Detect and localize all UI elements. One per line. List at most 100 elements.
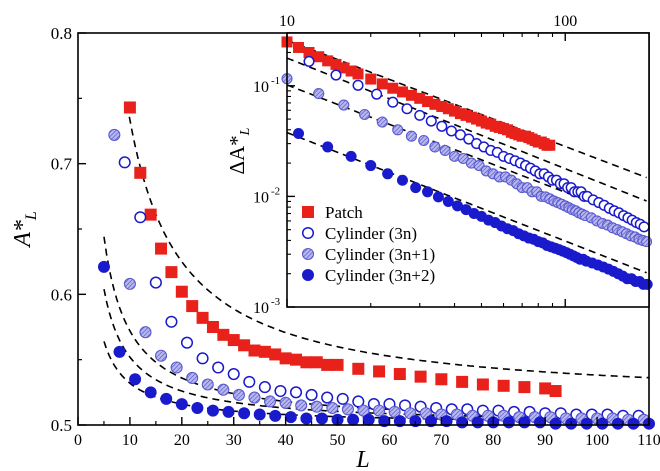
main-point-patch	[321, 358, 334, 371]
inset-point-patch	[313, 51, 325, 63]
main-point-cyl3n2	[129, 373, 142, 386]
inset-point-cyl3n2	[442, 195, 454, 207]
inset-point-cyl3n2	[432, 191, 444, 203]
main-point-cyl3n1	[232, 388, 245, 401]
main-point-cyl3n1	[108, 128, 121, 141]
main-x-tick-label: 60	[381, 432, 397, 449]
main-point-cyl3n	[289, 386, 303, 399]
main-point-cyl3n	[180, 336, 194, 349]
legend-marker-cyl3n1	[301, 247, 315, 261]
main-point-cyl3n	[118, 156, 131, 169]
main-point-cyl3n	[274, 384, 287, 398]
inset-point-patch	[414, 92, 426, 104]
main-point-patch	[373, 365, 386, 378]
main-point-cyl3n2	[300, 412, 313, 425]
legend-item-cyl3n: Cylinder (3n)	[301, 224, 417, 243]
main-point-cyl3n	[165, 315, 178, 328]
legend-item-cyl3n2: Cylinder (3n+2)	[302, 266, 435, 285]
inset-point-cyl3n2	[345, 150, 357, 162]
main-point-cyl3n2	[253, 408, 266, 421]
legend-label-cyl3n2: Cylinder (3n+2)	[325, 266, 435, 285]
main-point-patch	[238, 339, 251, 352]
inset-point-cyl3n	[436, 120, 448, 132]
main-x-tick-label: 40	[278, 432, 294, 449]
inset-point-cyl3n1	[418, 134, 430, 147]
inset-point-patch	[376, 78, 388, 90]
main-point-patch	[165, 266, 178, 279]
inset-point-patch	[330, 58, 342, 70]
main-point-cyl3n2	[440, 415, 453, 428]
inset-y-tick-exponent: -2	[271, 185, 280, 197]
inset-point-patch	[338, 62, 350, 74]
main-y-tick-label: 0.8	[51, 24, 72, 43]
main-point-patch	[476, 378, 489, 391]
inset-y-tick-exponent: -1	[271, 75, 280, 87]
main-point-cyl3n1	[186, 371, 199, 385]
inset-y-tick-label: 10	[253, 189, 269, 206]
main-point-cyl3n2	[533, 416, 546, 429]
legend-marker-cyl3n	[301, 226, 315, 240]
legend-marker-cyl3n2	[302, 269, 314, 281]
main-point-cyl3n1	[170, 361, 183, 374]
main-y-tick-label: 0.5	[51, 416, 72, 435]
inset-x-ticks: 10 100	[279, 13, 650, 307]
main-point-cyl3n2	[393, 415, 406, 428]
main-x-tick-label: 100	[585, 432, 609, 449]
main-point-cyl3n2	[471, 416, 484, 429]
inset-point-cyl3n	[387, 96, 399, 108]
main-x-tick-label: 110	[637, 432, 660, 449]
main-point-cyl3n2	[627, 417, 640, 430]
inset-point-cyl3n	[371, 88, 383, 100]
inset-y-tick-label: 10	[253, 79, 269, 96]
main-point-patch	[310, 356, 323, 369]
legend-marker-patch	[302, 206, 314, 218]
main-point-patch	[393, 368, 406, 381]
main-point-patch	[456, 375, 469, 388]
main-point-cyl3n2	[362, 413, 375, 426]
inset-point-cyl3n1	[641, 236, 653, 248]
main-point-patch	[435, 373, 448, 386]
main-point-cyl3n2	[315, 412, 328, 425]
main-x-tick-label: 70	[433, 432, 449, 449]
main-point-cyl3n2	[113, 345, 126, 358]
inset-point-patch	[345, 65, 357, 77]
main-x-tick-label: 90	[537, 432, 553, 449]
main-point-cyl3n2	[284, 411, 297, 424]
main-point-cyl3n2	[518, 416, 531, 429]
inset-y-axis-label: ΔA*L	[225, 127, 253, 174]
main-x-tick-label: 50	[330, 432, 346, 449]
inset-point-patch	[387, 82, 399, 94]
inset-point-cyl3n	[303, 55, 315, 67]
main-y-axis-label: A*L	[10, 211, 40, 249]
inset-point-patch	[322, 55, 334, 67]
main-point-patch	[352, 362, 365, 375]
main-point-cyl3n2	[238, 407, 251, 420]
main-point-cyl3n1	[248, 391, 261, 404]
inset-point-patch	[449, 105, 461, 117]
inset-point-patch	[303, 46, 315, 58]
inset-y-tick-label: 10	[253, 300, 269, 317]
inset-point-patch	[352, 68, 364, 80]
inset-point-cyl3n1	[376, 116, 388, 128]
main-fit-curve-0	[126, 104, 650, 379]
main-point-patch	[279, 352, 292, 365]
main-point-cyl3n1	[295, 399, 308, 412]
main-x-tick-label: 0	[74, 432, 82, 449]
main-point-cyl3n1	[201, 378, 214, 391]
main-point-patch	[186, 300, 199, 313]
main-point-cyl3n2	[222, 405, 235, 418]
main-point-cyl3n2	[502, 416, 515, 429]
main-point-cyl3n	[352, 395, 365, 408]
inset-y-axis-label-main: ΔA*	[225, 135, 249, 174]
inset-point-cyl3n	[425, 115, 437, 127]
inset-point-cyl3n1	[457, 152, 469, 165]
main-point-patch	[269, 348, 282, 361]
main-point-cyl3n2	[596, 417, 609, 430]
main-plot: 0 10 20 30 40 50 60 70 80 90 100 110 0.5 0.6 0.7 0.8 L…	[10, 24, 660, 471]
main-point-cyl3n2	[191, 402, 204, 415]
inset-data-points	[281, 36, 653, 290]
inset-y-ticks: 10-310-210-1	[253, 32, 295, 317]
main-point-cyl3n2	[269, 409, 282, 422]
